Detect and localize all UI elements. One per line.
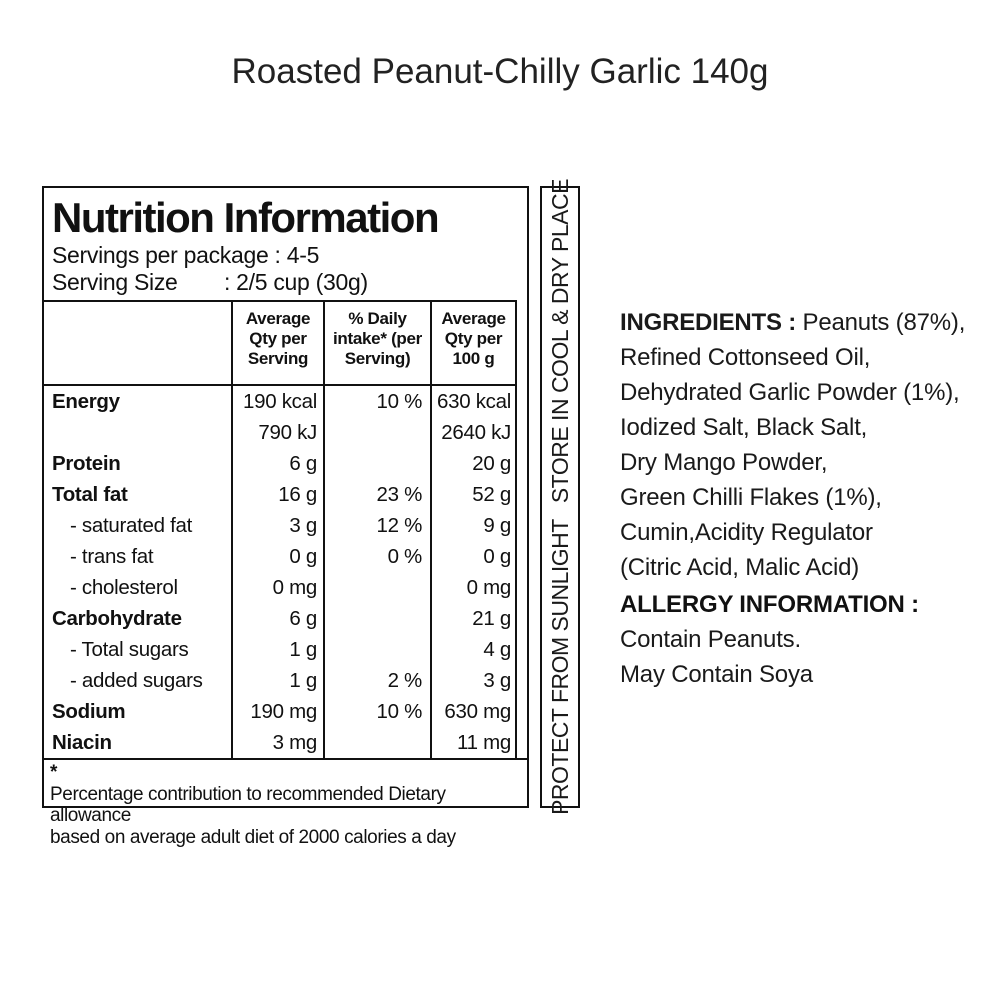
serving-size-value: : 2/5 cup (30g) xyxy=(224,269,368,295)
value-daily-intake: 12 % xyxy=(325,510,432,541)
nutrition-title: Nutrition Information xyxy=(52,194,440,241)
ingredients-label: INGREDIENTS : xyxy=(620,309,797,336)
value-per-100g: 0 g xyxy=(432,541,517,572)
row-label: Energy xyxy=(44,386,233,417)
value-daily-intake: 2 % xyxy=(325,665,432,696)
allergy-label: ALLERGY INFORMATION : xyxy=(620,591,919,618)
nutrition-information-panel: Nutrition Information Servings per packa… xyxy=(42,186,529,848)
nutrition-header: Nutrition Information Servings per packa… xyxy=(44,188,527,296)
value-daily-intake xyxy=(325,448,432,479)
page-title: Roasted Peanut-Chilly Garlic 140g xyxy=(231,52,769,91)
value-per-100g: 0 mg xyxy=(432,572,517,603)
value-per-serving: 16 g xyxy=(233,479,325,510)
value-daily-intake xyxy=(325,417,432,448)
value-daily-intake xyxy=(325,727,432,758)
storage-part-sunlight: PROTECT FROM SUNLIGHT xyxy=(546,519,573,815)
value-per-serving: 0 g xyxy=(233,541,325,572)
row-label: - Total sugars xyxy=(44,634,233,665)
value-per-100g: 630 kcal xyxy=(432,386,517,417)
column-header-daily-intake: % Daily intake* (per Serving) xyxy=(325,302,432,386)
value-daily-intake: 0 % xyxy=(325,541,432,572)
serving-size-line: Serving Size : 2/5 cup (30g) xyxy=(52,269,519,296)
row-label xyxy=(44,417,233,448)
value-per-serving: 6 g xyxy=(233,448,325,479)
ingredients-section: INGREDIENTS : Peanuts (87%), Refined Cot… xyxy=(620,305,1000,692)
allergy-text: Contain Peanuts. May Contain Soya xyxy=(620,626,813,688)
value-per-100g: 9 g xyxy=(432,510,517,541)
value-daily-intake xyxy=(325,572,432,603)
value-daily-intake xyxy=(325,634,432,665)
value-per-100g: 630 mg xyxy=(432,696,517,727)
row-label: Protein xyxy=(44,448,233,479)
column-header-per-100g: Average Qty per 100 g xyxy=(432,302,517,386)
ingredients-paragraph: INGREDIENTS : Peanuts (87%), Refined Cot… xyxy=(620,305,1000,585)
footnote: *Percentage contribution to recommended … xyxy=(44,758,527,848)
storage-part-cool-dry: STORE IN COOL & DRY PLACE xyxy=(546,179,573,504)
value-per-100g: 11 mg xyxy=(432,727,517,758)
storage-instruction-strip: PROTECT FROM SUNLIGHT STORE IN COOL & DR… xyxy=(540,179,580,815)
ingredients-list: Peanuts (87%), Refined Cottonseed Oil, D… xyxy=(620,309,966,581)
row-label: - trans fat xyxy=(44,541,233,572)
value-per-100g: 20 g xyxy=(432,448,517,479)
value-per-serving: 6 g xyxy=(233,603,325,634)
row-label: - added sugars xyxy=(44,665,233,696)
row-label: Carbohydrate xyxy=(44,603,233,634)
footnote-asterisk: * xyxy=(50,762,57,783)
value-daily-intake: 23 % xyxy=(325,479,432,510)
value-per-serving: 3 mg xyxy=(233,727,325,758)
servings-per-package: Servings per package : 4-5 xyxy=(52,242,320,268)
row-label: - saturated fat xyxy=(44,510,233,541)
row-label: Sodium xyxy=(44,696,233,727)
value-per-100g: 52 g xyxy=(432,479,517,510)
footnote-text: Percentage contribution to recommended D… xyxy=(50,783,456,848)
value-per-serving: 1 g xyxy=(233,665,325,696)
value-per-100g: 4 g xyxy=(432,634,517,665)
column-header-per-serving: Average Qty per Serving xyxy=(233,302,325,386)
value-per-serving: 3 g xyxy=(233,510,325,541)
row-label: Total fat xyxy=(44,479,233,510)
value-per-serving: 790 kJ xyxy=(233,417,325,448)
column-header-nutrient xyxy=(44,302,233,386)
row-label: Niacin xyxy=(44,727,233,758)
value-per-serving: 190 mg xyxy=(233,696,325,727)
value-per-100g: 3 g xyxy=(432,665,517,696)
value-daily-intake: 10 % xyxy=(325,696,432,727)
value-per-serving: 1 g xyxy=(233,634,325,665)
value-daily-intake xyxy=(325,603,432,634)
value-per-serving: 190 kcal xyxy=(233,386,325,417)
nutrition-table: Average Qty per Serving % Daily intake* … xyxy=(44,300,517,758)
value-per-100g: 2640 kJ xyxy=(432,417,517,448)
row-label: - cholesterol xyxy=(44,572,233,603)
storage-instruction-text: PROTECT FROM SUNLIGHT STORE IN COOL & DR… xyxy=(542,179,578,815)
serving-size-label: Serving Size xyxy=(52,269,178,295)
value-per-100g: 21 g xyxy=(432,603,517,634)
value-per-serving: 0 mg xyxy=(233,572,325,603)
value-daily-intake: 10 % xyxy=(325,386,432,417)
